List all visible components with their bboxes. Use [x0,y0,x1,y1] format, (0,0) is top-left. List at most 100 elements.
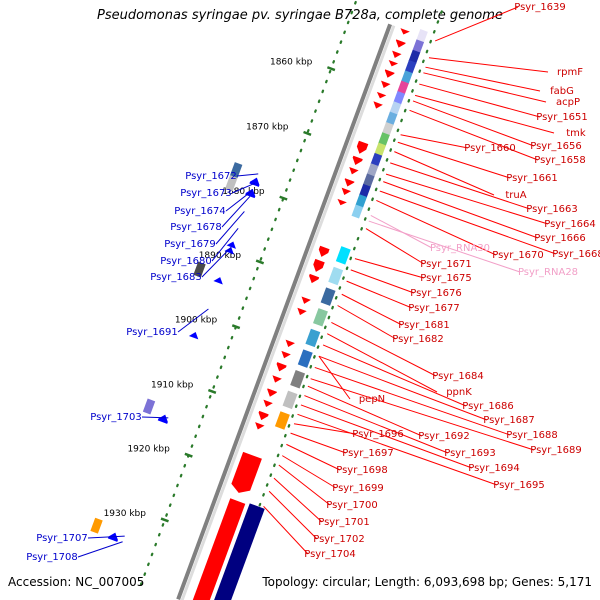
reverse-gene-arrow [188,332,199,340]
forward-label-leader [365,228,425,265]
cds-block [274,411,290,430]
cds-block [374,142,386,157]
scale-tick [207,388,217,394]
forward-gene-arrow-shape [388,60,399,67]
reverse-gene-label: Psyr_1683 [150,272,202,283]
forward-gene-arrow [388,60,399,67]
forward-gene-arrow-shape [190,498,246,600]
forward-gene-arrow [281,350,291,359]
reverse-gene-label: Psyr_1674 [174,206,226,217]
forward-label-leader [341,293,403,326]
forward-gene-label: ppnK [446,387,472,398]
forward-label-leader [425,66,541,92]
forward-gene-arrow-shape [263,399,273,408]
scale-tick [160,517,169,523]
reverse-gene-label: Psyr_1708 [26,552,78,563]
forward-gene-arrow-shape [392,50,402,58]
cds-block [355,194,367,209]
forward-gene-label: Psyr_1661 [506,173,558,184]
rna-label-leader [368,220,521,273]
cds-block [362,173,375,188]
forward-label-leader [383,181,539,239]
scale-tick [255,259,265,265]
forward-label-leader [304,395,449,454]
scale-tick-label: 1890 kbp [199,251,242,261]
forward-gene-arrow [318,245,330,257]
cds-block [193,261,206,278]
reverse-gene-label: Psyr_1673 [180,188,232,199]
reverse-gene-arrow-shape [224,247,234,255]
rna-gene-label: Psyr_RNA28 [518,267,578,278]
cds-block [351,204,364,219]
forward-gene-label: rpmF [557,67,583,78]
forward-gene-arrow-shape [285,339,295,347]
forward-gene-label: Psyr_1664 [544,219,596,230]
forward-gene-arrow [341,187,352,195]
reverse-gene-label: Psyr_1691 [126,327,178,338]
forward-gene-label: Psyr_1681 [398,320,450,331]
forward-label-leader [268,490,318,540]
forward-gene-arrow-shape [395,39,406,48]
forward-gene-label: Psyr_1663 [526,204,578,215]
forward-gene-arrow [190,498,246,600]
cds-block [397,80,409,95]
cds-block [142,398,156,415]
forward-gene-arrow [276,362,287,372]
reverse-gene-label: Psyr_1707 [36,533,88,544]
forward-gene-arrow [272,375,282,383]
forward-label-leader [397,141,511,179]
reverse-gene-arrow-shape [245,188,256,199]
reverse-gene-arrow-shape [213,277,223,285]
reverse-label-leader [215,211,245,245]
forward-label-leader [281,455,337,489]
reverse-gene-arrow [226,241,236,249]
scale-tick [326,66,336,72]
genome-summary-text: Topology: circular; Length: 6,093,698 bp… [262,575,592,589]
cds-block [400,70,413,85]
forward-gene-arrow-shape [231,451,262,493]
forward-gene-arrow [255,422,265,430]
forward-gene-arrow [231,451,262,493]
forward-gene-arrow-shape [281,350,291,359]
forward-gene-arrow [384,69,395,78]
reverse-gene-arrow [157,414,168,424]
forward-gene-arrow [267,388,277,397]
backbone-line [176,23,392,600]
forward-label-leader [318,355,488,421]
cds-block [370,152,383,167]
forward-label-leader [412,100,535,147]
reverse-label-leader [225,190,253,212]
forward-label-leader [263,505,309,555]
forward-label-leader [337,305,397,340]
reverse-label-leader [201,246,232,278]
scale-tick-label: 1880 kbp [222,187,265,197]
reverse-gene-label: Psyr_1672 [185,171,237,182]
forward-label-leader [318,355,351,400]
cds-block [90,517,103,534]
forward-gene-label: Psyr_1689 [530,445,582,456]
forward-gene-arrow [337,198,347,206]
forward-label-leader [434,6,519,42]
cds-block [282,390,298,410]
scale-tick [303,130,312,136]
scale-tick-label: 1920 kbp [127,444,170,454]
cds-block [305,328,321,348]
scale-tick-label: 1900 kbp [175,316,218,326]
reverse-gene-arrow [224,247,234,255]
cds-block [366,163,379,178]
reverse-gene-label: Psyr_1679 [164,239,216,250]
map-title: Pseudomonas syringae pv. syringae B728a,… [97,8,503,23]
forward-gene-arrow-shape [376,91,387,99]
cds-block [381,121,394,136]
cds-block [416,29,428,44]
reverse-label-leader [87,535,125,539]
scale-tick [184,452,193,458]
forward-gene-arrow-shape [272,375,282,383]
forward-label-leader [331,321,437,377]
forward-gene-label: Psyr_1700 [326,500,378,511]
forward-label-leader [273,477,323,523]
forward-gene-label: Psyr_1701 [318,517,370,528]
forward-gene-label: Psyr_1693 [444,448,496,459]
scale-tick-label: 1870 kbp [246,122,289,132]
